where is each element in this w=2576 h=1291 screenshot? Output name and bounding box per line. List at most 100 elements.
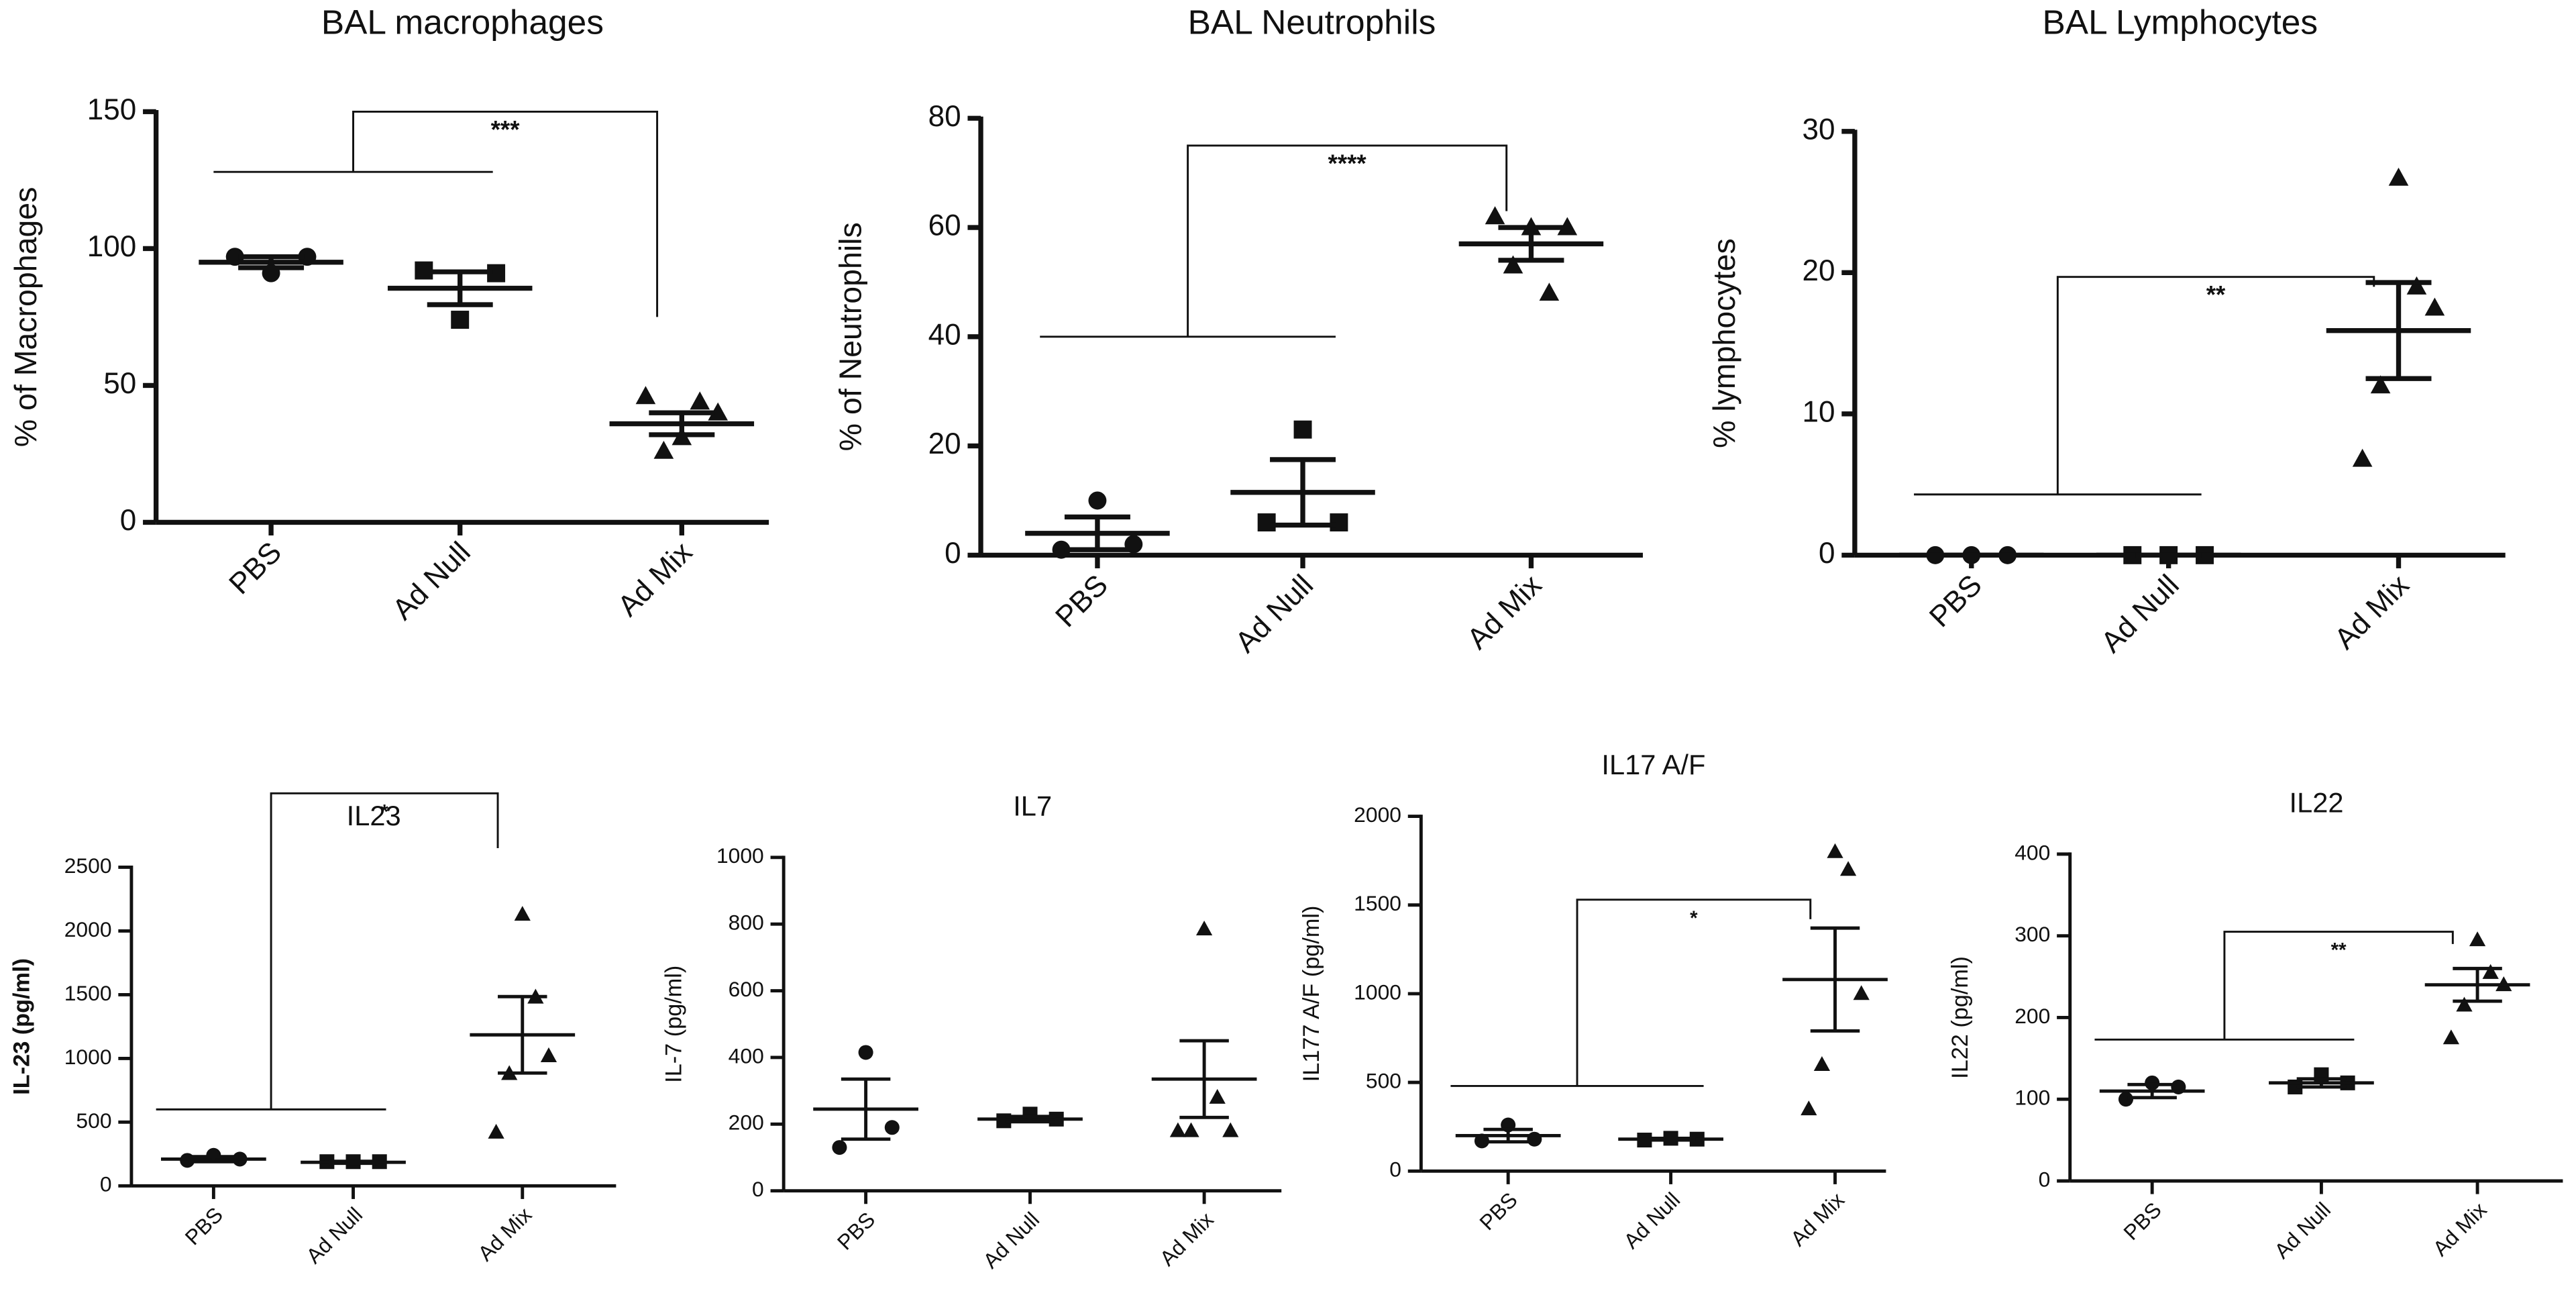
y-tick-label: 2500 <box>64 854 112 878</box>
data-point <box>1195 920 1213 935</box>
y-tick-label: 2000 <box>64 917 112 941</box>
y-tick-label: 50 <box>103 367 136 400</box>
x-tick-label: Ad Null <box>2269 1198 2335 1263</box>
data-point <box>1169 1122 1187 1137</box>
y-tick-label: 400 <box>729 1043 764 1068</box>
x-tick-label: Ad Null <box>1229 568 1320 659</box>
data-point <box>2469 931 2486 947</box>
x-tick-label: Ad Null <box>1619 1188 1684 1253</box>
y-tick-label: 300 <box>2015 922 2050 946</box>
data-point <box>1539 282 1560 301</box>
significance-label: ** <box>2331 939 2347 962</box>
data-point <box>1503 255 1523 274</box>
sem-bar <box>498 994 547 1075</box>
data-point <box>2406 276 2427 295</box>
x-tick-label: PBS <box>1474 1188 1521 1235</box>
data-point <box>2352 448 2373 467</box>
sem-bar <box>238 254 305 270</box>
significance-bracket <box>213 110 659 317</box>
x-tick-label: Ad Null <box>2095 568 2186 659</box>
significance-label: * <box>1690 907 1698 929</box>
data-point <box>1557 217 1578 236</box>
sem-bar <box>1270 457 1336 528</box>
data-point <box>2370 375 2391 394</box>
y-tick-label: 500 <box>76 1108 111 1133</box>
data-point <box>858 1045 873 1060</box>
x-tick-label: Ad Mix <box>612 535 699 623</box>
sem-bar <box>841 1077 891 1141</box>
significance-bracket <box>156 792 499 1111</box>
x-tick-label: PBS <box>223 535 288 601</box>
data-point <box>1813 1056 1831 1072</box>
data-point <box>1827 843 1843 858</box>
y-tick-label: 0 <box>945 537 961 570</box>
data-point <box>653 440 674 459</box>
panel: IL17 A/F IL177 A/F (pg/ml) 0 500 1000 1500 200… <box>1299 749 1888 1253</box>
sem-bar <box>1646 1136 1696 1142</box>
sem-bar <box>2296 1077 2347 1089</box>
sem-bar <box>1064 514 1130 552</box>
x-tick-label: Ad Mix <box>1461 568 1548 656</box>
sem-bar <box>1810 926 1860 1033</box>
data-point <box>451 311 470 329</box>
y-tick-label: 800 <box>729 911 764 935</box>
chart-title: IL17 A/F <box>1601 749 1705 780</box>
y-tick-label: 20 <box>928 427 961 460</box>
data-point <box>1330 513 1348 531</box>
sem-bar <box>189 1155 239 1164</box>
significance-bracket <box>1914 276 2375 496</box>
panel: BAL macrophages % of Macrophages 0 50 100 150… <box>8 2 769 626</box>
y-tick-label: 0 <box>2039 1167 2051 1191</box>
y-axis-label: IL177 A/F (pg/ml) <box>1299 906 1324 1082</box>
panel: BAL Neutrophils % of Neutrophils 0 20 40 60 80… <box>833 2 1643 659</box>
y-tick-label: 150 <box>87 93 137 126</box>
x-tick-label: Ad Null <box>386 535 477 626</box>
x-tick-label: Ad Null <box>301 1202 367 1268</box>
sem-bar <box>2127 1082 2177 1100</box>
data-point <box>1088 491 1107 510</box>
y-axis-label: % lymphocytes <box>1707 238 1741 448</box>
x-tick-label: Ad Mix <box>473 1202 536 1266</box>
sem-bar <box>2453 966 2502 1003</box>
data-point <box>1801 1100 1817 1116</box>
data-point <box>884 1120 900 1135</box>
y-tick-label: 30 <box>1802 113 1835 146</box>
data-point <box>2456 996 2473 1012</box>
x-tick-label: Ad Null <box>978 1207 1044 1273</box>
data-point <box>488 1123 504 1139</box>
x-tick-label: PBS <box>833 1207 879 1254</box>
y-axis-label: IL22 (pg/ml) <box>1947 956 1973 1079</box>
chart-title: BAL Lymphocytes <box>2042 2 2318 41</box>
data-point <box>2482 964 2499 979</box>
chart-title: IL7 <box>1013 790 1052 821</box>
x-tick-label: PBS <box>1049 568 1114 633</box>
data-point <box>708 402 729 421</box>
y-axis-label: % of Neutrophils <box>833 222 867 451</box>
y-tick-label: 1500 <box>1354 891 1401 915</box>
y-tick-label: 80 <box>928 100 961 133</box>
data-point <box>1853 985 1870 1000</box>
data-point <box>2118 1092 2133 1107</box>
significance-bracket <box>1040 144 1508 338</box>
data-point <box>1293 420 1312 439</box>
sem-bar <box>2365 280 2432 381</box>
data-point <box>540 1047 557 1062</box>
x-tick-label: Ad Mix <box>2428 1198 2491 1261</box>
sem-bar <box>1179 1039 1229 1119</box>
panel: IL7 IL-7 (pg/ml) 0 200 400 600 800 1000 PBS Ad Nu… <box>661 790 1282 1273</box>
panel: BAL Lymphocytes % lymphocytes 0 10 20 30 PBS Ad… <box>1707 2 2506 659</box>
chart-title: BAL macrophages <box>321 2 604 41</box>
chart-title: IL23 <box>347 800 401 831</box>
data-point <box>635 386 656 405</box>
significance-label: *** <box>491 116 521 144</box>
data-point <box>832 1140 847 1155</box>
y-tick-label: 20 <box>1802 254 1835 287</box>
data-point <box>514 906 531 921</box>
y-tick-label: 2000 <box>1354 803 1401 827</box>
y-tick-label: 10 <box>1802 396 1835 429</box>
y-tick-label: 60 <box>928 209 961 242</box>
x-tick-label: PBS <box>1923 568 1988 633</box>
data-point <box>2443 1029 2459 1045</box>
